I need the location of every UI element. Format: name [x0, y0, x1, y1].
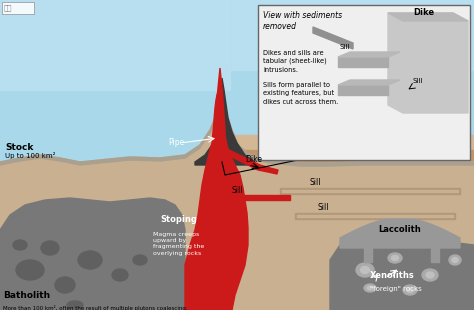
Polygon shape: [388, 13, 468, 21]
Text: Sill: Sill: [318, 203, 329, 212]
Polygon shape: [195, 78, 255, 165]
Bar: [0, 150, 474, 162]
Ellipse shape: [41, 241, 59, 255]
Bar: [0, 0, 474, 140]
Ellipse shape: [403, 285, 417, 295]
Polygon shape: [340, 218, 460, 248]
Bar: [0, 0, 230, 90]
Text: Dike: Dike: [413, 8, 434, 17]
Ellipse shape: [388, 253, 402, 263]
Text: Sill: Sill: [310, 178, 321, 187]
Bar: [0, 162, 474, 175]
Polygon shape: [219, 108, 221, 145]
Ellipse shape: [364, 284, 376, 292]
Ellipse shape: [367, 286, 373, 290]
Ellipse shape: [78, 251, 102, 269]
Text: Pipe: Pipe: [168, 138, 184, 147]
FancyBboxPatch shape: [258, 5, 470, 160]
Ellipse shape: [13, 240, 27, 250]
Bar: [282, 190, 458, 192]
Polygon shape: [330, 235, 474, 310]
Bar: [0, 135, 474, 150]
Bar: [0, 255, 474, 310]
Ellipse shape: [392, 255, 399, 260]
Polygon shape: [0, 198, 185, 310]
Polygon shape: [338, 57, 388, 67]
Text: Stock: Stock: [5, 143, 33, 152]
Ellipse shape: [449, 255, 461, 265]
Ellipse shape: [16, 260, 44, 280]
Text: Dikes and sills are
tabular (sheet-like)
intrusions.

Sills form parallel to
exi: Dikes and sills are tabular (sheet-like)…: [263, 50, 338, 104]
Text: Sill: Sill: [413, 78, 423, 84]
Text: Ⓒⓘ: Ⓒⓘ: [4, 5, 12, 11]
Text: Magma creeps
upward by
fragmenting the
overlying rocks: Magma creeps upward by fragmenting the o…: [153, 232, 204, 256]
Ellipse shape: [426, 272, 434, 278]
Polygon shape: [210, 195, 290, 200]
Polygon shape: [313, 27, 353, 49]
FancyBboxPatch shape: [2, 2, 34, 14]
Text: Xenoliths: Xenoliths: [370, 271, 415, 280]
Ellipse shape: [356, 263, 374, 277]
Bar: [0, 175, 474, 188]
Text: Sill: Sill: [340, 44, 350, 50]
Bar: [0, 0, 230, 160]
Text: Sill: Sill: [232, 186, 244, 195]
Ellipse shape: [361, 267, 370, 273]
Bar: [431, 248, 439, 262]
Text: Batholith: Batholith: [3, 291, 50, 300]
Bar: [0, 225, 474, 240]
Polygon shape: [338, 80, 400, 85]
Text: Up to 100 km²: Up to 100 km²: [5, 152, 55, 159]
Text: "foreign" rocks: "foreign" rocks: [370, 286, 422, 292]
Bar: [0, 200, 474, 213]
Polygon shape: [0, 100, 474, 166]
Ellipse shape: [452, 258, 458, 263]
Ellipse shape: [407, 287, 413, 293]
Polygon shape: [185, 80, 248, 310]
Bar: [280, 188, 460, 194]
Polygon shape: [388, 13, 468, 113]
Bar: [0, 188, 474, 200]
Text: Dike: Dike: [245, 155, 262, 164]
Bar: [297, 215, 453, 217]
Text: View with sediments
removed: View with sediments removed: [263, 11, 342, 31]
Polygon shape: [338, 52, 400, 57]
Ellipse shape: [55, 277, 75, 293]
Polygon shape: [214, 68, 225, 160]
Bar: [0, 240, 474, 260]
Ellipse shape: [133, 255, 147, 265]
Polygon shape: [0, 100, 474, 310]
Bar: [364, 248, 372, 262]
Polygon shape: [338, 85, 388, 95]
Polygon shape: [221, 145, 278, 174]
Bar: [0, 0, 474, 70]
Bar: [0, 213, 474, 225]
Ellipse shape: [67, 301, 83, 309]
Ellipse shape: [422, 269, 438, 281]
Ellipse shape: [112, 269, 128, 281]
Bar: [295, 213, 455, 219]
Text: Stoping: Stoping: [160, 215, 197, 224]
Text: Laccolith: Laccolith: [378, 225, 421, 234]
Text: More than 100 km², often the result of multiple plutons coalescing.: More than 100 km², often the result of m…: [3, 305, 188, 310]
